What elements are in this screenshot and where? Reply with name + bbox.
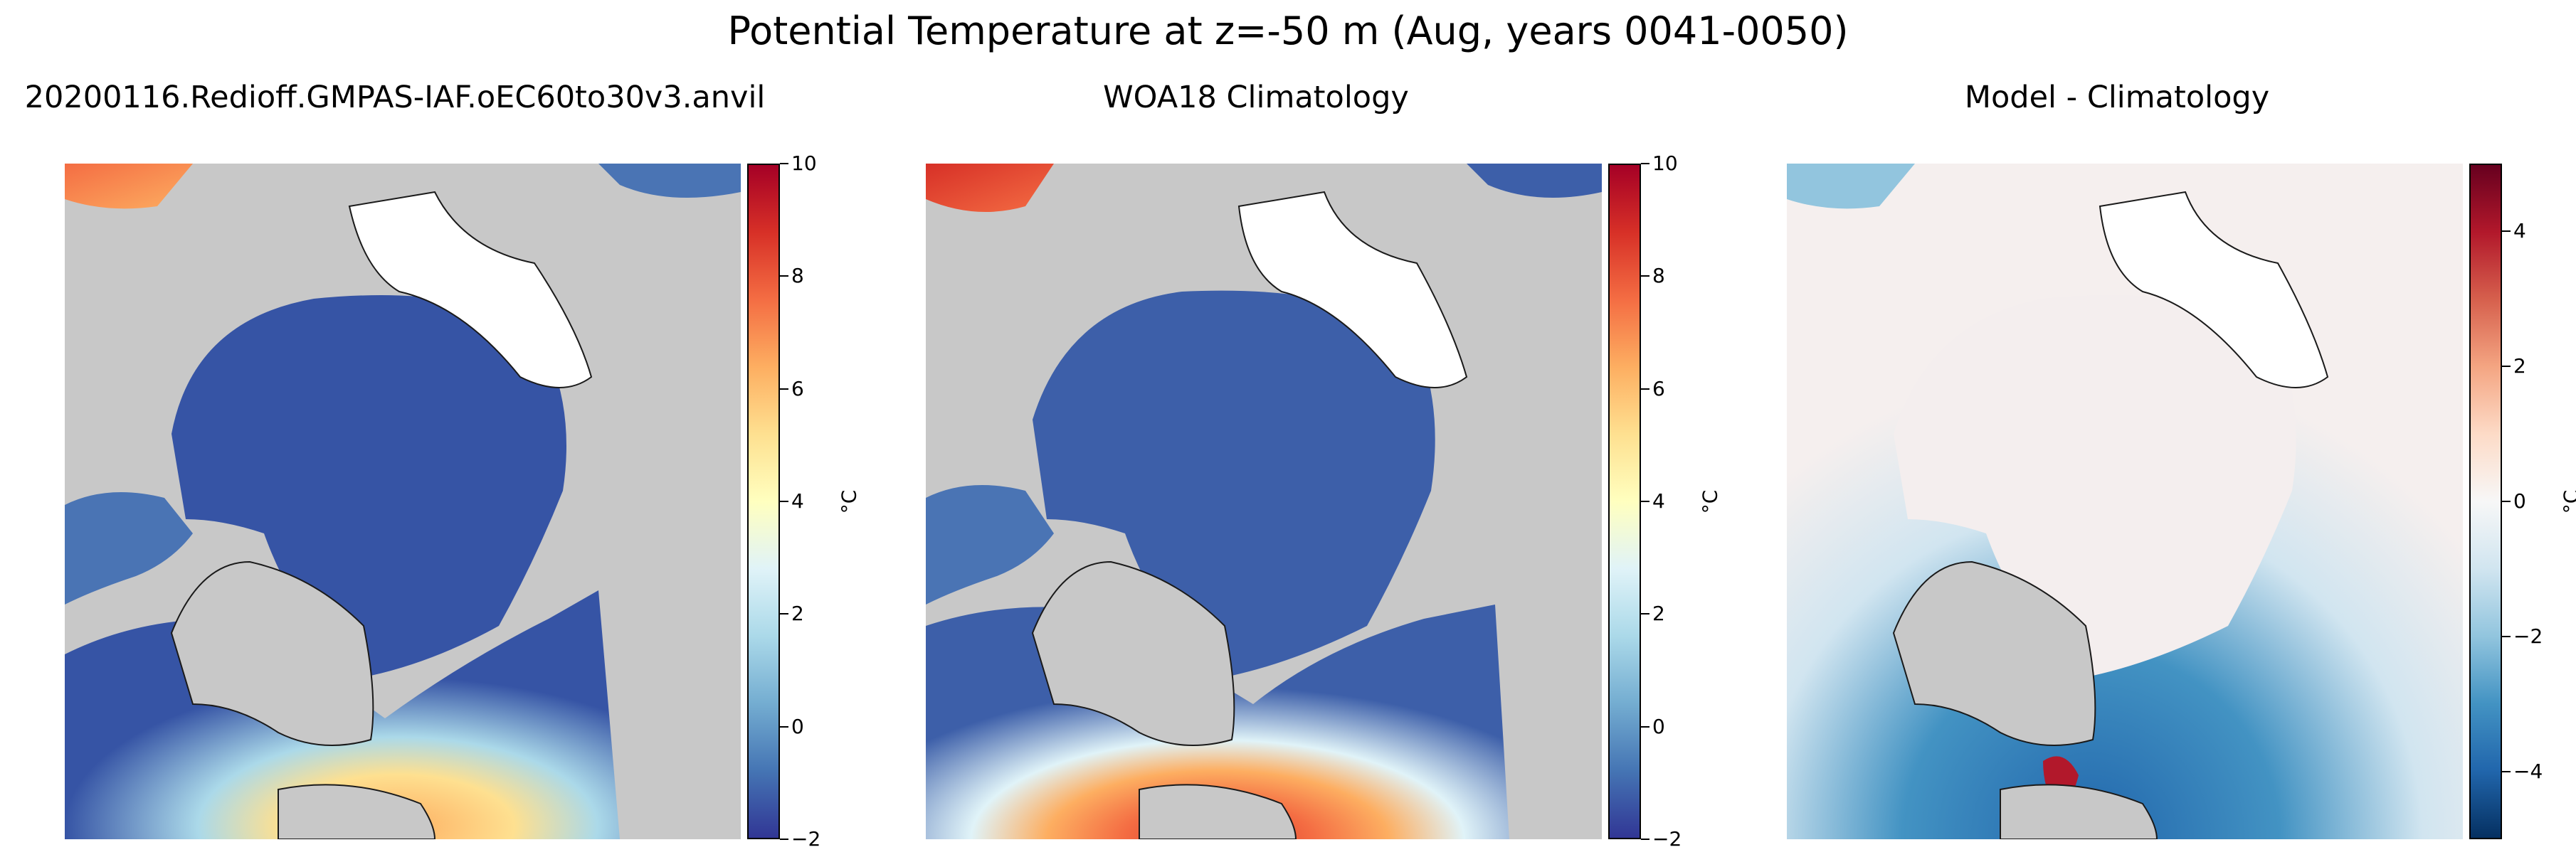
colorbar-unit-label: °C (2559, 489, 2576, 514)
colorbar-tick-mark (780, 388, 788, 390)
colorbar-tick-label: 4 (1652, 489, 1665, 513)
greenland (1031, 560, 1235, 746)
colorbar-tick-label: −2 (791, 827, 821, 851)
colorbar-tick-mark (2502, 366, 2511, 367)
colorbar-tick-mark (2502, 501, 2511, 502)
map-climatology (926, 164, 1602, 839)
colorbar-tick-mark (780, 839, 788, 840)
colorbar-tick-label: 4 (791, 489, 804, 513)
colorbar-tick-mark (1641, 839, 1649, 840)
scandinavia (1139, 784, 1297, 839)
colorbar-tick-label: 4 (2513, 219, 2526, 243)
colorbar-tick-mark (1641, 613, 1649, 615)
colorbar-tick-label: 0 (791, 714, 804, 738)
no-data-region (348, 191, 593, 388)
colorbar-tick-mark (780, 275, 788, 277)
colorbar-tick-label: −4 (2513, 760, 2543, 783)
north-pacific (65, 164, 193, 209)
colorbar-tick-label: 2 (2513, 354, 2526, 378)
north-pacific (1787, 164, 1915, 209)
colorbar-tick-mark (1641, 163, 1649, 164)
colorbar-tick-label: 2 (791, 602, 804, 626)
colorbar-tick-mark (2502, 771, 2511, 772)
map-difference (1787, 164, 2463, 839)
colorbar-tick-mark (2502, 230, 2511, 232)
panel-title-model: 20200116.Redioff.GMPAS-IAF.oEC60to30v3.a… (24, 80, 766, 115)
colorbar-tick-mark (1641, 501, 1649, 502)
colorbar-tick-mark (2502, 636, 2511, 637)
map-model (65, 164, 741, 839)
colorbar-tick-label: 8 (1652, 264, 1665, 288)
no-data-region (2099, 191, 2329, 388)
colorbar-tick-mark (1641, 725, 1649, 728)
arctic-basin (171, 295, 566, 676)
colorbar-tick-label: 6 (1652, 376, 1665, 400)
colorbar-tick-mark (780, 501, 788, 502)
figure-title: Potential Temperature at z=-50 m (Aug, y… (727, 9, 1849, 53)
colorbar-unit-label: °C (1698, 489, 1722, 514)
greenland (170, 560, 374, 746)
no-data-region (1237, 191, 1468, 388)
colorbar-tick-label: 0 (2513, 489, 2526, 513)
greenland (1892, 560, 2096, 746)
colorbar-tick-label: 10 (791, 151, 817, 175)
colorbar-tick-mark (1641, 275, 1649, 277)
panel-title-difference: Model - Climatology (1964, 80, 2270, 115)
colorbar-tick-mark (780, 613, 788, 615)
colorbar-model (747, 164, 780, 839)
bering-region (1467, 164, 1602, 198)
colorbar-tick-label: −2 (1652, 827, 1682, 851)
canadian-archipelago (65, 492, 193, 605)
colorbar-tick-mark (780, 725, 788, 728)
colorbar-tick-label: −2 (2513, 624, 2543, 648)
colorbar-tick-mark (780, 163, 788, 164)
colorbar-tick-label: 8 (791, 264, 804, 288)
colorbar-tick-label: 10 (1652, 151, 1678, 175)
panel-title-climatology: WOA18 Climatology (1103, 80, 1409, 115)
colorbar-unit-label: °C (837, 489, 861, 514)
arctic-basin (1894, 295, 2296, 676)
colorbar-climatology (1608, 164, 1641, 839)
colorbar-difference (2469, 164, 2502, 839)
scandinavia (278, 784, 436, 839)
colorbar-tick-label: 0 (1652, 714, 1665, 738)
colorbar-tick-label: 2 (1652, 602, 1665, 626)
north-pacific (926, 164, 1054, 212)
arctic-basin (1033, 290, 1435, 676)
canadian-archipelago (926, 485, 1054, 605)
colorbar-tick-label: 6 (791, 376, 804, 400)
scandinavia (2000, 784, 2158, 839)
colorbar-tick-mark (1641, 388, 1649, 390)
bering-region (598, 164, 741, 198)
